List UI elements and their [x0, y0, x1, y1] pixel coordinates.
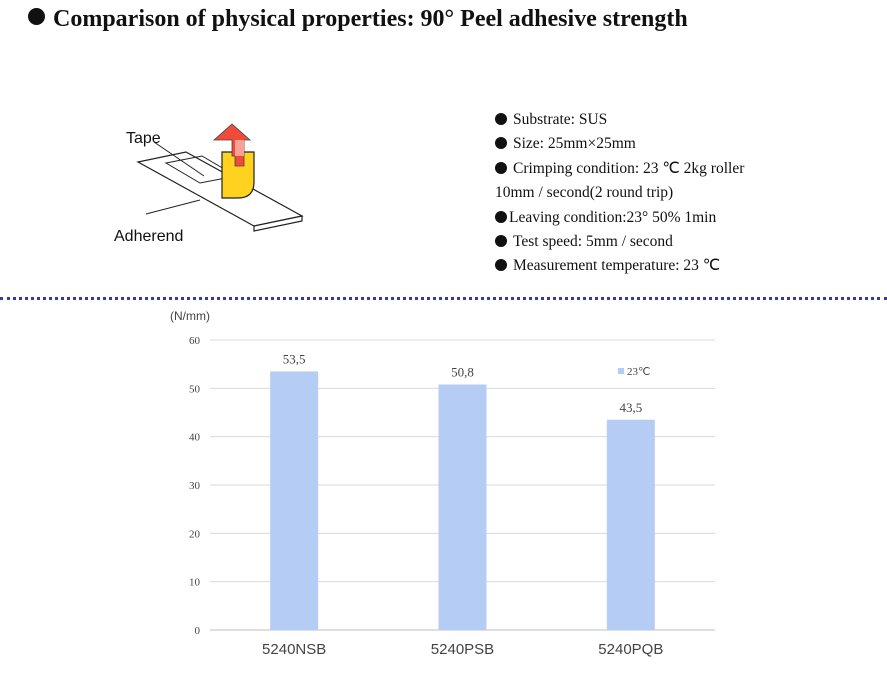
condition-text: Crimping condition: 23 ℃ 2kg roller — [513, 159, 745, 177]
peeled-tape — [221, 151, 255, 199]
y-tick-label: 0 — [195, 625, 201, 637]
data-label: 50,8 — [451, 364, 474, 379]
condition-crimping-continued: 10mm / second(2 round trip) — [495, 181, 744, 205]
y-tick-label: 30 — [189, 480, 201, 492]
adherend-leader-line — [145, 199, 201, 215]
condition-text: Size: 25mm×25mm — [513, 135, 636, 153]
peel-test-diagram: Tape Adherend — [114, 123, 304, 245]
bullet-icon — [495, 137, 507, 150]
bullet-icon — [495, 259, 507, 272]
condition-text: 10mm / second(2 round trip) — [495, 184, 674, 202]
bullet-icon — [495, 113, 507, 125]
bullet-icon — [495, 210, 507, 223]
adherend-label: Adherend — [114, 228, 183, 245]
condition-text: Substrate: SUS — [513, 111, 608, 128]
section-divider — [0, 297, 887, 300]
condition-text: Measurement temperature: 23 ℃ — [513, 257, 721, 275]
condition-crimping: Crimping condition: 23 ℃ 2kg roller — [495, 157, 744, 181]
bar — [438, 384, 487, 630]
adherend-plate-edge — [253, 215, 303, 232]
page-title: Comparison of physical properties: 90° P… — [28, 6, 688, 33]
bullet-icon — [495, 161, 507, 174]
data-label: 43,5 — [619, 400, 642, 415]
x-category-label: 5240NSB — [262, 641, 326, 658]
test-conditions: Substrate: SUS Size: 25mm×25mm Crimping … — [495, 108, 744, 279]
bar — [606, 419, 655, 630]
condition-measurement-temperature: Measurement temperature: 23 ℃ — [495, 254, 744, 278]
peel-strength-bar-chart: 0 10 20 30 40 50 60 53,5 5240NSB 50,8 5240PSB 43,5 5… — [170, 309, 715, 658]
x-category-label: 5240PSB — [431, 641, 494, 658]
bar-layer — [270, 371, 655, 630]
title-bullet-icon — [28, 8, 45, 25]
condition-text: Leaving condition:23° 50% 1min — [509, 208, 717, 226]
text-layer: 0 10 20 30 40 50 60 53,5 5240NSB 50,8 5240PSB 43,5 5… — [189, 335, 663, 658]
legend-swatch — [618, 368, 624, 374]
legend-label: 23℃ — [627, 366, 650, 378]
adherend-plate — [136, 151, 304, 227]
bullet-icon — [495, 235, 507, 248]
y-tick-label: 50 — [189, 383, 201, 395]
arrow-highlight — [235, 140, 244, 156]
y-tick-label: 40 — [189, 432, 201, 444]
condition-substrate: Substrate: SUS — [495, 108, 744, 132]
bar — [270, 371, 319, 630]
title-text: Comparison of physical properties: 90° P… — [53, 6, 688, 32]
y-tick-label: 60 — [189, 335, 201, 347]
condition-leaving: Leaving condition:23° 50% 1min — [495, 206, 744, 230]
condition-size: Size: 25mm×25mm — [495, 132, 744, 156]
condition-test-speed: Test speed: 5mm / second — [495, 230, 744, 254]
x-category-label: 5240PQB — [598, 641, 663, 658]
condition-text: Test speed: 5mm / second — [513, 233, 673, 251]
y-axis-unit-label: (N/mm) — [170, 309, 210, 323]
y-tick-label: 20 — [189, 528, 201, 540]
tape-label: Tape — [126, 130, 161, 147]
data-label: 53,5 — [283, 351, 306, 366]
tape-leader-line — [153, 141, 205, 177]
y-tick-label: 10 — [189, 577, 201, 589]
